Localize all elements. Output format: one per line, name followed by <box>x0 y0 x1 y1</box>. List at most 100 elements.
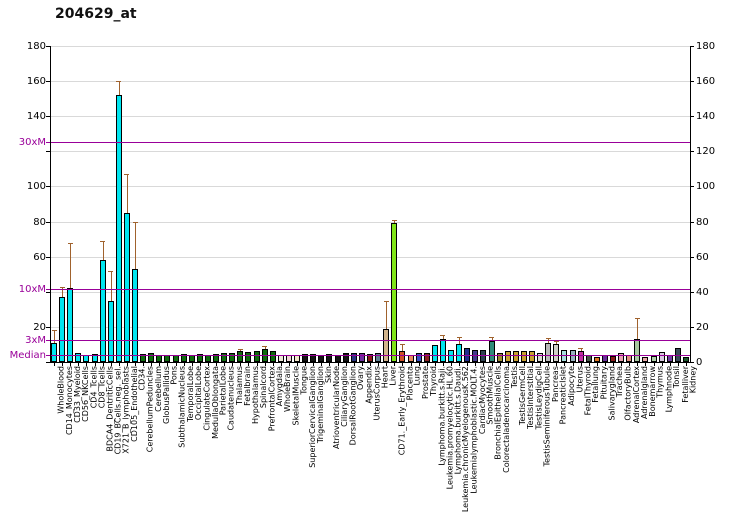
bar <box>593 356 600 362</box>
y-axis-tick-right <box>690 362 694 363</box>
error-bar-cap <box>553 340 559 342</box>
error-bar <box>386 300 388 329</box>
x-axis-tick <box>475 363 477 366</box>
x-axis-tick <box>637 363 639 366</box>
error-bar-cap <box>489 336 495 338</box>
error-bar <box>54 330 56 343</box>
bar <box>51 342 58 362</box>
x-axis-tick <box>451 363 452 366</box>
bar <box>407 354 414 362</box>
bar <box>188 354 195 362</box>
gridline <box>50 46 690 47</box>
bar <box>140 354 147 362</box>
x-axis-tick <box>669 363 671 366</box>
error-bar-cap <box>237 348 243 350</box>
bar <box>350 353 357 362</box>
x-axis-tick <box>135 363 137 366</box>
y-axis-tick-left <box>46 116 50 118</box>
bar <box>204 354 211 362</box>
x-axis-tick <box>483 363 485 366</box>
marker-tick <box>46 288 50 290</box>
y-axis-label-left: 20 <box>33 321 46 333</box>
bar <box>504 350 511 362</box>
y-axis-tick-left <box>46 326 50 328</box>
bar <box>237 351 244 362</box>
x-axis-tick <box>685 363 687 366</box>
bar <box>294 354 301 362</box>
y-axis-tick-right <box>690 81 694 83</box>
x-axis-tick <box>442 363 444 366</box>
y-axis-tick-left <box>46 81 50 83</box>
x-axis-tick <box>661 363 663 366</box>
marker-label: 30xM <box>18 136 46 148</box>
x-axis-tick <box>313 363 315 366</box>
bar <box>245 352 252 362</box>
y-axis-tick-left <box>46 291 50 293</box>
bar <box>585 354 592 362</box>
x-axis-tick <box>361 363 363 366</box>
error-bar-cap <box>634 318 640 320</box>
bar <box>180 354 187 362</box>
x-axis-tick <box>264 363 266 366</box>
bar <box>326 354 333 362</box>
y-axis-label-right: 0 <box>696 357 703 368</box>
x-axis-tick <box>507 363 509 366</box>
y-axis-tick-right <box>690 46 694 47</box>
bar <box>650 355 657 362</box>
error-bar <box>240 348 242 352</box>
y-axis-tick-left <box>46 151 50 153</box>
bar <box>488 340 495 362</box>
bar <box>569 349 576 362</box>
x-axis-tick <box>532 363 534 366</box>
x-axis-tick <box>54 363 56 366</box>
y-axis-label-right: 20 <box>696 321 709 333</box>
y-axis-tick-right <box>690 116 694 118</box>
x-axis-tick <box>183 363 185 366</box>
x-axis-tick <box>580 363 582 366</box>
x-axis-tick <box>645 363 647 366</box>
y-axis-label-left: 180 <box>26 41 46 52</box>
bar <box>318 354 325 362</box>
x-axis-tick <box>394 363 396 366</box>
y-axis-label-right: 60 <box>696 251 709 263</box>
bar <box>342 353 349 362</box>
bar <box>391 223 398 362</box>
y-axis-label-right: 120 <box>696 146 716 158</box>
x-axis-tick <box>240 363 242 366</box>
x-axis-tick <box>426 363 428 366</box>
x-axis-tick <box>248 363 250 366</box>
bar <box>431 345 438 362</box>
marker-label: Median <box>9 349 46 361</box>
error-bar-cap <box>116 81 122 83</box>
y-axis-tick-right <box>690 291 694 293</box>
x-axis-label: Kidney <box>688 366 698 394</box>
bar <box>67 288 74 362</box>
x-axis-tick <box>110 363 112 366</box>
bar <box>375 353 382 362</box>
error-bar-cap <box>456 337 462 339</box>
y-axis-label-right: 140 <box>696 111 716 123</box>
x-axis-tick <box>491 363 493 366</box>
x-axis-tick <box>288 363 290 366</box>
bar <box>164 354 171 362</box>
x-axis-tick <box>151 363 153 366</box>
y-axis-tick-right <box>690 326 694 328</box>
x-axis-tick <box>402 363 404 366</box>
marker-label: 10xM <box>18 283 46 295</box>
marker-line-10xm <box>50 288 690 290</box>
error-bar-cap <box>440 334 446 336</box>
bar <box>59 297 66 362</box>
error-bar-cap <box>383 300 389 302</box>
x-axis-tick <box>548 363 550 366</box>
bar <box>269 351 276 362</box>
x-axis-tick <box>621 363 623 366</box>
error-bar-cap <box>545 338 551 340</box>
error-bar <box>580 347 582 352</box>
y-axis-tick-left <box>46 362 50 363</box>
bar <box>626 354 633 362</box>
marker-line-median <box>50 354 690 356</box>
x-axis-tick <box>305 363 307 366</box>
x-axis-tick <box>167 363 169 366</box>
y-axis-tick-left <box>46 46 50 47</box>
x-axis-tick <box>224 363 226 366</box>
